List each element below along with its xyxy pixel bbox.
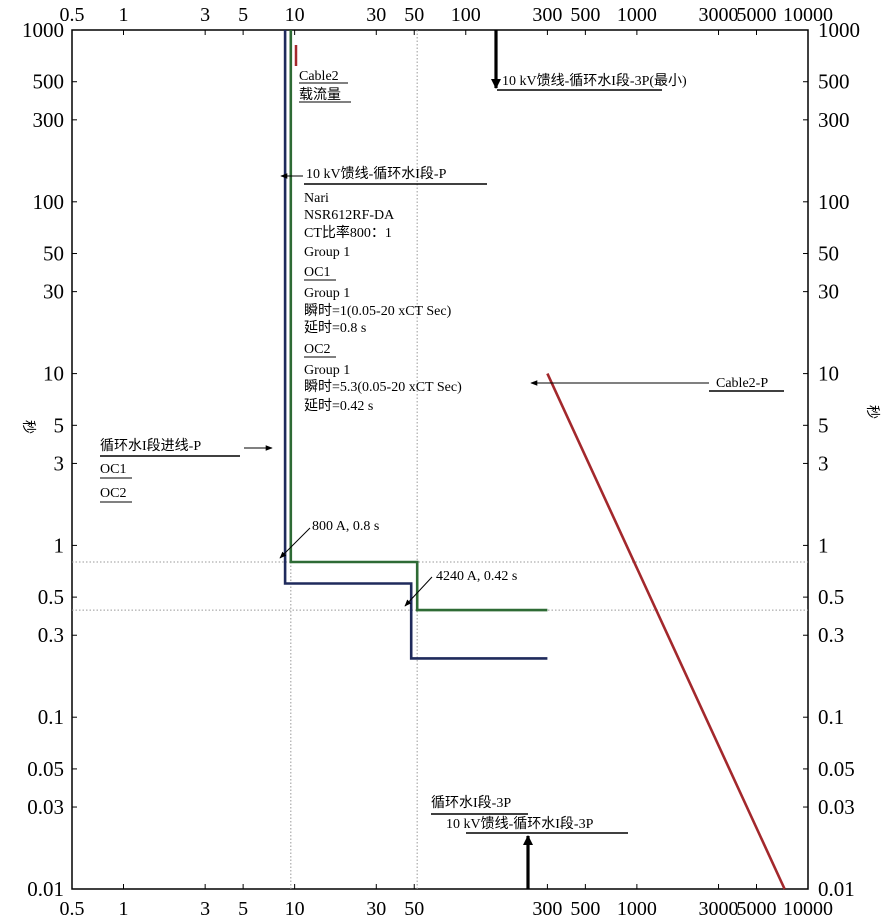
x-tick-label-bottom: 3000 (699, 898, 739, 920)
x-tick-label-top: 1000 (617, 4, 657, 26)
x-tick-label-top: 3000 (699, 4, 739, 26)
feeder-line-12: 延时=0.42 s (304, 398, 373, 414)
y-tick-label-left: 50 (43, 242, 64, 266)
y-tick-label-left: 300 (33, 108, 65, 132)
x-tick-label-bottom: 1 (119, 898, 129, 920)
y-tick-label-right: 1 (818, 533, 829, 557)
y-axis-label-left: 秒 (20, 420, 36, 434)
x-tick-label-bottom: 5 (238, 898, 248, 920)
y-tick-label-left: 1000 (22, 18, 64, 42)
curves (283, 30, 786, 890)
x-tick-label-top: 100 (451, 4, 481, 26)
incoming-title: 循环水I段进线-P (100, 438, 201, 454)
y-tick-label-left: 30 (43, 280, 64, 304)
x-tick-label-bottom: 10000 (783, 898, 833, 920)
point2-label: 4240 A, 0.42 s (436, 569, 517, 584)
y-tick-label-right: 0.01 (818, 877, 855, 901)
x-tick-label-bottom: 5000 (736, 898, 776, 920)
y-tick-label-left: 500 (33, 70, 65, 94)
point1-arrow (279, 527, 311, 559)
x-tick-label-bottom: 50 (404, 898, 424, 920)
y-tick-label-left: 0.05 (27, 757, 64, 781)
x-tick-label-bottom: 1000 (617, 898, 657, 920)
y-tick-label-left: 0.3 (38, 623, 64, 647)
y-tick-label-left: 0.1 (38, 705, 64, 729)
cable2-capacity-line1: Cable2 (299, 69, 339, 84)
y-axis-label-right: 秒 (864, 405, 880, 419)
x-tick-label-top: 10000 (783, 4, 833, 26)
feeder-line-11: 瞬时=5.3(0.05-20 xCT Sec) (304, 379, 462, 395)
y-tick-label-left: 1 (54, 533, 65, 557)
y-tick-label-right: 0.03 (818, 795, 855, 819)
feeder-line-8: 延时=0.8 s (304, 320, 366, 336)
y-tick-label-right: 500 (818, 70, 850, 94)
bottom-fault-label-1: 循环水I段-3P (431, 795, 511, 811)
x-tick-label-bottom: 500 (570, 898, 600, 920)
y-tick-label-right: 10 (818, 362, 839, 386)
x-tick-label-top: 500 (570, 4, 600, 26)
point1-label: 800 A, 0.8 s (312, 519, 379, 534)
x-tick-label-top: 30 (366, 4, 386, 26)
feeder-line-3: CT比率800：1 (304, 224, 392, 241)
y-tick-label-right: 30 (818, 280, 839, 304)
bottom-fault-label-2: 10 kV馈线-循环水I段-3P (446, 816, 594, 832)
series-line-3 (546, 373, 786, 890)
y-tick-label-left: 10 (43, 362, 64, 386)
feeder-line-2: NSR612RF-DA (304, 208, 395, 223)
x-tick-label-top: 50 (404, 4, 424, 26)
y-tick-label-right: 3 (818, 451, 829, 475)
y-tick-label-right: 300 (818, 108, 850, 132)
reference-lines (72, 30, 808, 889)
series-line-1 (289, 30, 548, 612)
feeder-line-7: 瞬时=1(0.05-20 xCT Sec) (304, 303, 452, 319)
feeder-title: 10 kV馈线-循环水I段-P (306, 166, 447, 182)
incoming-oc2: OC2 (100, 486, 126, 501)
cable2p-label: Cable2-P (716, 376, 768, 391)
x-tick-label-top: 300 (532, 4, 562, 26)
top-fault-label: 10 kV馈线-循环水I段-3P(最小) (502, 73, 687, 89)
x-tick-label-top: 10 (285, 4, 305, 26)
y-tick-label-right: 5 (818, 413, 829, 437)
y-tick-label-right: 100 (818, 190, 850, 214)
cable2-capacity-line2: 载流量 (299, 87, 341, 103)
x-tick-label-top: 1 (119, 4, 129, 26)
series-line-2 (283, 30, 548, 660)
feeder-line-4: Group 1 (304, 245, 350, 260)
feeder-line-9: OC2 (304, 342, 330, 357)
y-tick-label-right: 0.1 (818, 705, 844, 729)
y-tick-label-left: 100 (33, 190, 65, 214)
y-tick-label-right: 0.5 (818, 585, 844, 609)
x-tick-label-top: 5 (238, 4, 248, 26)
y-tick-label-left: 5 (54, 413, 65, 437)
y-tick-label-right: 1000 (818, 18, 860, 42)
x-tick-label-bottom: 3 (200, 898, 210, 920)
y-tick-label-right: 0.05 (818, 757, 855, 781)
plot-frame (71, 29, 809, 890)
x-tick-label-top: 5000 (736, 4, 776, 26)
y-tick-label-right: 50 (818, 242, 839, 266)
x-tick-label-bottom: 30 (366, 898, 386, 920)
x-tick-label-bottom: 300 (532, 898, 562, 920)
incoming-oc1: OC1 (100, 462, 126, 477)
x-tick-label-top: 3 (200, 4, 210, 26)
x-tick-label-bottom: 0.5 (60, 898, 85, 920)
y-tick-label-right: 0.3 (818, 623, 844, 647)
feeder-line-1: Nari (304, 191, 329, 206)
y-tick-label-left: 0.03 (27, 795, 64, 819)
y-tick-label-left: 3 (54, 451, 65, 475)
y-tick-label-left: 0.01 (27, 877, 64, 901)
feeder-line-6: Group 1 (304, 286, 350, 301)
feeder-line-10: Group 1 (304, 363, 350, 378)
x-tick-label-bottom: 10 (285, 898, 305, 920)
x-tick-label-top: 0.5 (60, 4, 85, 26)
y-tick-label-left: 0.5 (38, 585, 64, 609)
point2-arrow (404, 576, 433, 607)
feeder-line-5: OC1 (304, 265, 330, 280)
